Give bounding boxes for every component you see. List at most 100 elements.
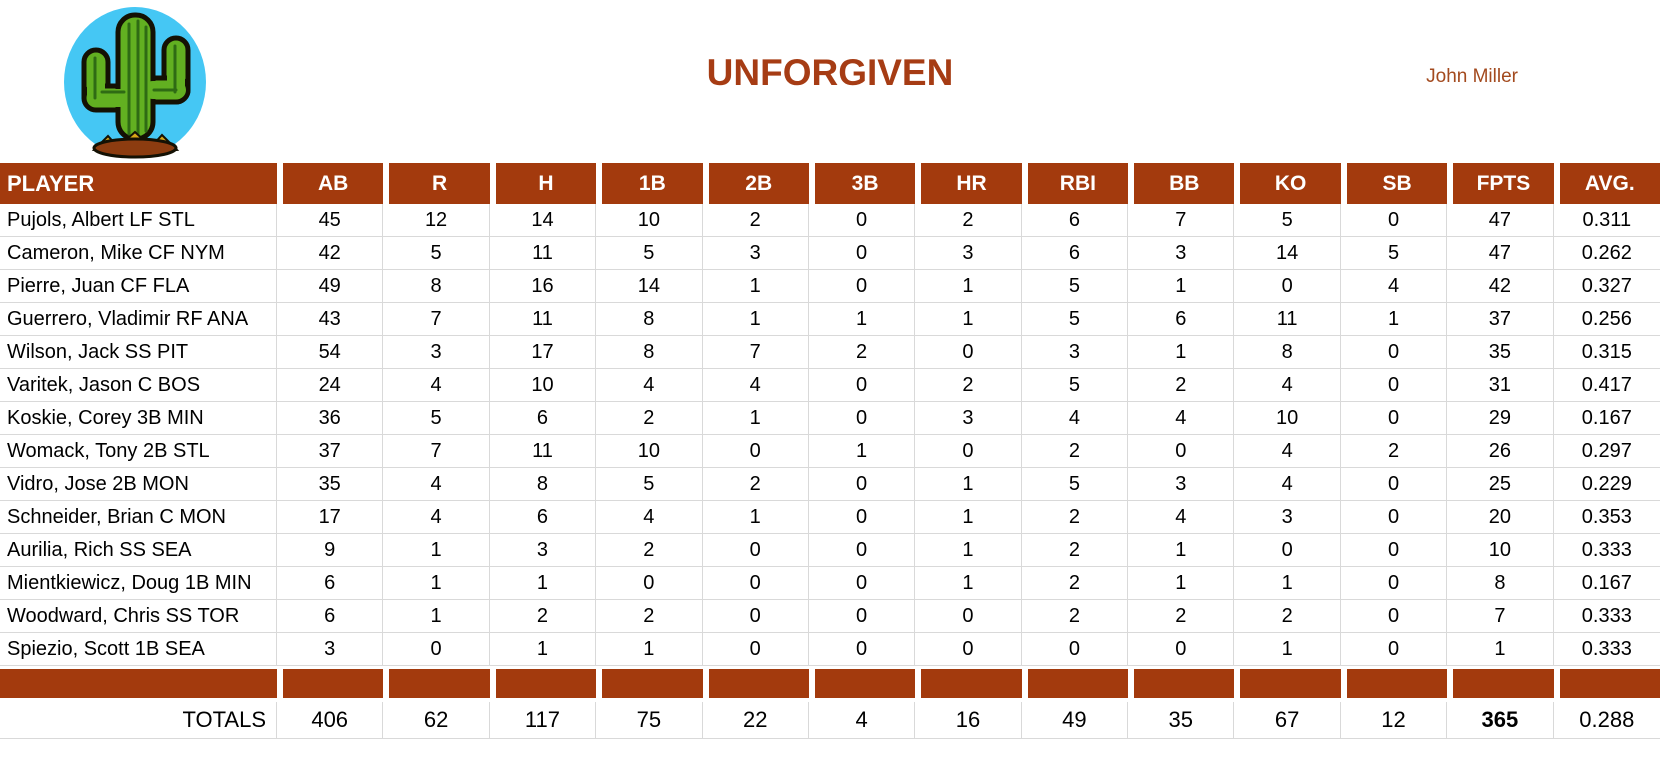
stat-cell: 5 [596,237,703,270]
separator-cell [0,666,277,702]
stat-cell: 2 [1021,600,1129,633]
stat-cell: 0 [1340,567,1448,600]
player-cell: Vidro, Jose 2B MON [0,468,277,501]
stat-cell: 4 [596,369,703,402]
stat-cell: 45 [277,204,384,237]
totals-label: TOTALS [0,702,277,739]
stat-cell: 4 [1128,402,1235,435]
cactus-logo-svg [64,7,206,159]
stat-cell: 1 [1128,336,1235,369]
stat-cell: 3 [1128,468,1235,501]
stat-cell: 0 [1340,369,1448,402]
stat-cell: 2 [596,534,703,567]
separator-cell [383,666,490,702]
stat-cell: 1 [915,270,1022,303]
stat-cell: 1 [702,402,809,435]
stat-cell: 2 [1021,435,1129,468]
player-cell: Koskie, Corey 3B MIN [0,402,277,435]
stat-cell: 0.256 [1553,303,1660,336]
stat-cell: 1 [915,303,1022,336]
stat-cell: 3 [277,633,384,666]
stat-cell: 2 [1340,435,1448,468]
stat-cell: 1 [808,303,916,336]
stat-cell: 35 [277,468,384,501]
stat-cell: 0 [915,435,1022,468]
stat-cell: 2 [702,468,809,501]
stat-cell: 7 [383,435,490,468]
stat-cell: 0 [808,633,916,666]
stat-cell: 1 [1128,270,1235,303]
stat-cell: 4 [596,501,703,534]
stat-cell: 5 [1021,303,1129,336]
table-row: Wilson, Jack SS PIT 54 3 17 8 7 2 0 3 1 8 0 35 0.315 [0,336,1660,369]
table-row: Schneider, Brian C MON 17 4 6 4 1 0 1 2 4 3 0 20 0.35… [0,501,1660,534]
stat-cell: 3 [702,237,809,270]
stat-cell: 8 [596,336,703,369]
player-cell: Wilson, Jack SS PIT [0,336,277,369]
stat-cell: 0 [1021,633,1129,666]
stat-cell: 10 [1447,534,1554,567]
stat-cell: 1 [383,567,490,600]
stat-cell: 2 [1128,369,1235,402]
stat-cell: 14 [1234,237,1341,270]
stat-cell: 0 [1340,633,1448,666]
totals-stat-cell: 62 [383,702,490,739]
stat-cell: 4 [1340,270,1448,303]
totals-stat-cell: 75 [596,702,703,739]
stat-cell: 0 [702,600,809,633]
stat-cell: 54 [277,336,384,369]
stat-cell: 36 [277,402,384,435]
stat-cell: 3 [915,402,1022,435]
stat-cell: 0 [808,600,916,633]
stat-cell: 24 [277,369,384,402]
stat-cell: 0 [808,270,916,303]
stat-cell: 10 [596,204,703,237]
stat-cell: 2 [596,402,703,435]
totals-stat-cell: 35 [1128,702,1235,739]
stat-cell: 8 [1447,567,1554,600]
table-row: Spiezio, Scott 1B SEA 3 0 1 1 0 0 0 0 0 1 0 1 0.333 [0,633,1660,666]
stat-cell: 6 [1021,204,1129,237]
table-row: Varitek, Jason C BOS 24 4 10 4 4 0 2 5 2 4 0 31 0.417 [0,369,1660,402]
stat-cell: 5 [383,402,490,435]
stat-cell: 8 [1234,336,1341,369]
stat-cell: 4 [383,468,490,501]
stat-cell: 1 [915,501,1022,534]
stat-cell: 4 [702,369,809,402]
stat-cell: 10 [596,435,703,468]
stat-cell: 0 [915,633,1022,666]
stat-cell: 5 [1021,369,1129,402]
stat-cell: 3 [489,534,597,567]
stat-cell: 7 [702,336,809,369]
stat-cell: 1 [489,567,597,600]
table-row: Woodward, Chris SS TOR 6 1 2 2 0 0 0 2 2 2 0 7 0.333 [0,600,1660,633]
stat-cell: 0.229 [1553,468,1660,501]
stat-cell: 1 [1234,567,1341,600]
totals-stat-cell: 16 [915,702,1022,739]
stat-cell: 26 [1447,435,1554,468]
stat-cell: 6 [277,600,384,633]
stat-cell: 0 [702,633,809,666]
stat-cell: 11 [489,303,597,336]
stat-cell: 0 [1340,501,1448,534]
stat-cell: 0 [383,633,490,666]
stat-cell: 0.315 [1553,336,1660,369]
stat-cell: 5 [1021,468,1129,501]
stat-cell: 0 [808,204,916,237]
stat-cell: 11 [489,237,597,270]
stat-cell: 4 [1234,369,1341,402]
stat-cell: 0 [915,336,1022,369]
stat-cell: 0 [1128,633,1235,666]
stat-cell: 1 [915,567,1022,600]
stat-cell: 2 [702,204,809,237]
totals-stat-cell: 117 [489,702,597,739]
stat-cell: 31 [1447,369,1554,402]
totals-stat-cell: 22 [702,702,809,739]
table-header-row: PLAYER AB R H 1B 2B 3B HR RBI BB KO SB FPTS AVG. [0,163,1660,204]
stat-cell: 14 [596,270,703,303]
stat-cell: 0 [808,402,916,435]
stat-cell: 8 [383,270,490,303]
totals-stat-cell: 49 [1021,702,1129,739]
stat-cell: 1 [1340,303,1448,336]
column-header-ab: AB [277,163,384,204]
